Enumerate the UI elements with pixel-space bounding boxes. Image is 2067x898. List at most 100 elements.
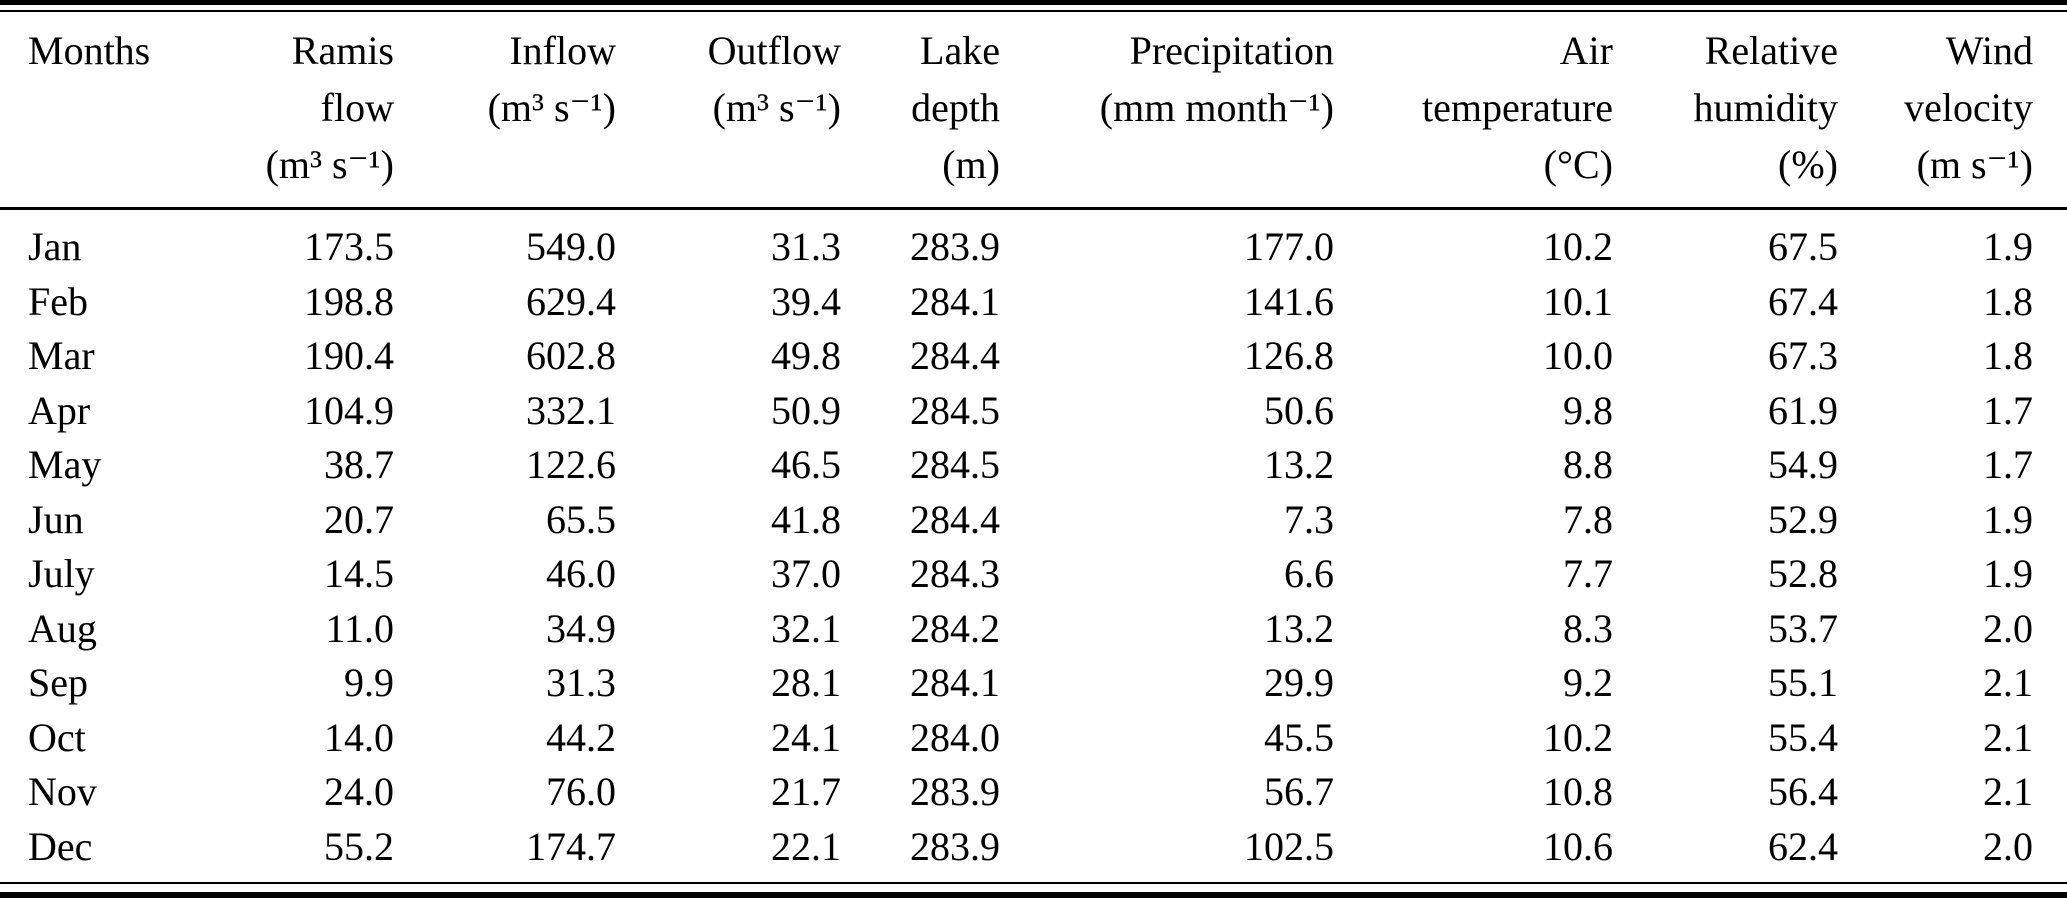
cell-inflow: 122.6 bbox=[526, 442, 616, 487]
cell-inflow: 44.2 bbox=[546, 714, 616, 760]
header-line: Relative bbox=[1704, 28, 1838, 73]
table-row: Dec 55.2 174.7 22.1 283.9 102.5 10.6 62.4 2.0 bbox=[0, 820, 2067, 875]
cell-lake-depth: 284.1 bbox=[910, 278, 1000, 324]
header-line: Air bbox=[1559, 28, 1613, 73]
cell-wind-velocity: 1.7 bbox=[1983, 442, 2033, 487]
header-line: Ramis bbox=[291, 28, 394, 73]
cell-precipitation: 7.3 bbox=[1284, 496, 1334, 542]
table-row: Aug 11.0 34.9 32.1 284.2 13.2 8.3 53.7 2.0 bbox=[0, 602, 2067, 657]
cell-air-temperature: 9.2 bbox=[1563, 660, 1613, 705]
header-line: Inflow bbox=[509, 28, 616, 73]
table-row: Jun 20.7 65.5 41.8 284.4 7.3 7.8 52.9 1.9 bbox=[0, 493, 2067, 548]
header-line: (m s⁻¹) bbox=[1916, 142, 2033, 187]
table-row: May 38.7 122.6 46.5 284.5 13.2 8.8 54.9 1.7 bbox=[0, 438, 2067, 493]
cell-relative-humidity: 54.9 bbox=[1768, 442, 1838, 487]
header-line: (m³ s⁻¹) bbox=[265, 142, 394, 187]
cell-wind-velocity: 1.7 bbox=[1983, 387, 2033, 433]
cell-inflow: 46.0 bbox=[546, 551, 616, 596]
cell-precipitation: 50.6 bbox=[1264, 387, 1334, 433]
header-line: flow bbox=[320, 85, 394, 130]
cell-ramis-flow: 14.0 bbox=[324, 714, 394, 760]
cell-ramis-flow: 24.0 bbox=[324, 769, 394, 814]
column-header-lake-depth: Lake depth (m) bbox=[841, 12, 1000, 210]
cell-air-temperature: 10.8 bbox=[1543, 769, 1613, 814]
header-line: (%) bbox=[1778, 142, 1838, 187]
cell-ramis-flow: 55.2 bbox=[324, 823, 394, 869]
column-header-ramis-flow: Ramis flow (m³ s⁻¹) bbox=[160, 12, 394, 210]
cell-precipitation: 102.5 bbox=[1244, 823, 1334, 869]
cell-inflow: 76.0 bbox=[546, 769, 616, 814]
cell-months: Oct bbox=[28, 714, 86, 760]
table-row: Oct 14.0 44.2 24.1 284.0 45.5 10.2 55.4 2.1 bbox=[0, 711, 2067, 766]
top-rule-thick bbox=[0, 0, 2067, 5]
header-line: Months bbox=[28, 28, 151, 73]
cell-wind-velocity: 2.0 bbox=[1983, 823, 2033, 869]
cell-months: Mar bbox=[28, 333, 95, 378]
cell-outflow: 28.1 bbox=[771, 660, 841, 705]
cell-wind-velocity: 1.9 bbox=[1983, 496, 2033, 542]
cell-ramis-flow: 9.9 bbox=[344, 660, 394, 705]
cell-air-temperature: 10.1 bbox=[1543, 278, 1613, 324]
cell-relative-humidity: 67.5 bbox=[1768, 224, 1838, 269]
header-line: (m) bbox=[942, 142, 1000, 187]
top-rule-thin bbox=[0, 10, 2067, 12]
cell-months: Feb bbox=[28, 278, 88, 324]
header-line: (m³ s⁻¹) bbox=[487, 85, 616, 130]
cell-precipitation: 141.6 bbox=[1244, 278, 1334, 324]
cell-inflow: 31.3 bbox=[546, 660, 616, 705]
cell-wind-velocity: 1.9 bbox=[1983, 224, 2033, 269]
table-row: Feb 198.8 629.4 39.4 284.1 141.6 10.1 67.4 1.8 bbox=[0, 275, 2067, 330]
header-line: Wind bbox=[1945, 28, 2033, 73]
cell-air-temperature: 8.3 bbox=[1563, 605, 1613, 651]
header-line: (mm month⁻¹) bbox=[1099, 85, 1334, 130]
header-line: humidity bbox=[1693, 85, 1838, 130]
cell-relative-humidity: 67.4 bbox=[1768, 278, 1838, 324]
cell-wind-velocity: 2.1 bbox=[1983, 714, 2033, 760]
cell-months: July bbox=[28, 551, 95, 596]
cell-air-temperature: 10.0 bbox=[1543, 333, 1613, 378]
cell-relative-humidity: 67.3 bbox=[1768, 333, 1838, 378]
cell-ramis-flow: 198.8 bbox=[304, 278, 394, 324]
cell-inflow: 602.8 bbox=[526, 333, 616, 378]
header-line: depth bbox=[911, 85, 1000, 130]
cell-inflow: 65.5 bbox=[546, 496, 616, 542]
cell-relative-humidity: 52.9 bbox=[1768, 496, 1838, 542]
column-header-months: Months bbox=[0, 12, 160, 210]
cell-wind-velocity: 1.8 bbox=[1983, 278, 2033, 324]
cell-precipitation: 56.7 bbox=[1264, 769, 1334, 814]
cell-lake-depth: 284.2 bbox=[910, 605, 1000, 651]
column-header-precipitation: Precipitation (mm month⁻¹) bbox=[1000, 12, 1334, 210]
cell-relative-humidity: 62.4 bbox=[1768, 823, 1838, 869]
cell-air-temperature: 10.2 bbox=[1543, 224, 1613, 269]
table-row: Jan 173.5 549.0 31.3 283.9 177.0 10.2 67.5 1.9 bbox=[0, 209, 2067, 275]
cell-air-temperature: 9.8 bbox=[1563, 387, 1613, 433]
cell-outflow: 37.0 bbox=[771, 551, 841, 596]
header-line: Precipitation bbox=[1129, 28, 1334, 73]
cell-relative-humidity: 53.7 bbox=[1768, 605, 1838, 651]
cell-wind-velocity: 1.9 bbox=[1983, 551, 2033, 596]
cell-precipitation: 13.2 bbox=[1264, 442, 1334, 487]
cell-precipitation: 29.9 bbox=[1264, 660, 1334, 705]
cell-ramis-flow: 190.4 bbox=[304, 333, 394, 378]
cell-relative-humidity: 52.8 bbox=[1768, 551, 1838, 596]
bottom-rule-thick bbox=[0, 892, 2067, 898]
table-row: July 14.5 46.0 37.0 284.3 6.6 7.7 52.8 1.9 bbox=[0, 547, 2067, 602]
cell-months: Jun bbox=[28, 496, 84, 542]
cell-relative-humidity: 55.1 bbox=[1768, 660, 1838, 705]
cell-lake-depth: 284.3 bbox=[910, 551, 1000, 596]
header-line: (m³ s⁻¹) bbox=[712, 85, 841, 130]
cell-ramis-flow: 38.7 bbox=[324, 442, 394, 487]
header-line: velocity bbox=[1904, 85, 2033, 130]
cell-lake-depth: 283.9 bbox=[910, 823, 1000, 869]
header-line: (°C) bbox=[1543, 142, 1613, 187]
table-row: Mar 190.4 602.8 49.8 284.4 126.8 10.0 67.3 1.8 bbox=[0, 329, 2067, 384]
cell-outflow: 39.4 bbox=[771, 278, 841, 324]
cell-lake-depth: 283.9 bbox=[910, 769, 1000, 814]
column-header-air-temperature: Air temperature (°C) bbox=[1334, 12, 1613, 210]
cell-air-temperature: 7.7 bbox=[1563, 551, 1613, 596]
cell-inflow: 34.9 bbox=[546, 605, 616, 651]
cell-air-temperature: 8.8 bbox=[1563, 442, 1613, 487]
cell-months: Sep bbox=[28, 660, 88, 705]
cell-ramis-flow: 14.5 bbox=[324, 551, 394, 596]
